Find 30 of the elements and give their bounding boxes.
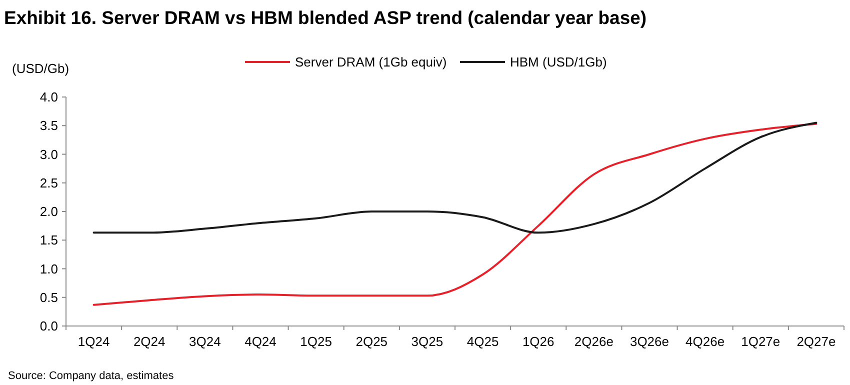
line-series <box>92 122 818 234</box>
x-tick-label: 2Q25 <box>356 334 388 349</box>
x-tick-label: 4Q24 <box>244 334 276 349</box>
y-tick-label: 2.0 <box>40 204 58 220</box>
x-tick-label: 1Q26 <box>522 334 554 349</box>
line-series <box>92 122 818 306</box>
y-tick-label: 2.5 <box>40 175 58 190</box>
x-tick-label: 4Q26e <box>686 334 725 349</box>
y-tick-label: 1.5 <box>40 232 58 248</box>
x-tick-label: 3Q24 <box>189 334 221 349</box>
x-tick-label: 2Q24 <box>133 334 166 349</box>
x-tick-label: 1Q24 <box>78 334 110 349</box>
y-axis-title: (USD/Gb) <box>12 61 70 76</box>
x-tick-label: 4Q25 <box>466 334 499 349</box>
y-tick-label: 3.0 <box>40 146 58 162</box>
x-tick-label: 3Q25 <box>411 334 444 349</box>
chart-title: Exhibit 16. Server DRAM vs HBM blended ASP trend (calendar year base) <box>4 7 647 28</box>
y-tick-label: 4.0 <box>40 90 58 105</box>
x-tick-label: 2Q26e <box>574 334 614 349</box>
y-tick-label: 0.5 <box>40 290 58 305</box>
x-tick-label: 1Q25 <box>300 334 332 349</box>
x-tick-label: 1Q27e <box>741 334 780 349</box>
y-tick-label: 3.5 <box>40 118 58 134</box>
y-tick-label: 1.0 <box>40 261 58 276</box>
legend-label: HBM (USD/1Gb) <box>510 54 607 70</box>
x-tick-label: 3Q26e <box>630 334 670 349</box>
legend-label: Server DRAM (1Gb equiv) <box>295 54 447 70</box>
x-tick-label: 2Q27e <box>796 334 836 349</box>
y-tick-label: 0.0 <box>40 318 58 334</box>
source-note: Source: Company data, estimates <box>8 370 174 382</box>
